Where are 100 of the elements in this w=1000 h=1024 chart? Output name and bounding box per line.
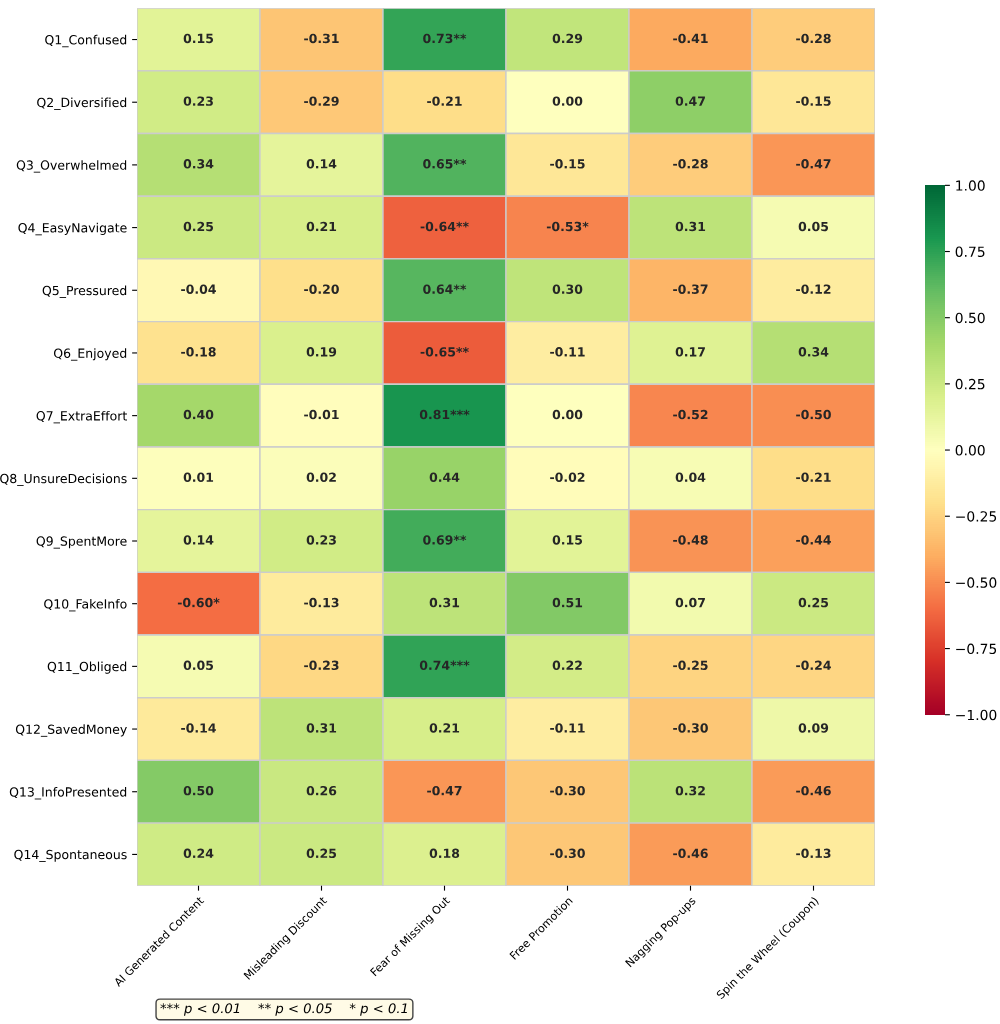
y-tick-label: Q6_Enjoyed — [53, 348, 127, 361]
y-tick-label: Q11_Obliged — [47, 661, 127, 675]
data-label: -0.30 — [550, 848, 585, 859]
y-tick-label: Q7_ExtraEffort — [36, 410, 127, 424]
data-label: 0.14 — [183, 535, 214, 545]
data-label: 0.09 — [798, 723, 829, 733]
data-label: -0.12 — [796, 284, 831, 294]
data-label: 0.81*** — [419, 409, 470, 420]
y-tick-label: Q2_Diversified — [37, 97, 127, 110]
data-label: 0.25 — [183, 221, 214, 232]
data-label: 0.07 — [675, 597, 705, 608]
data-label: 0.69** — [423, 535, 467, 545]
data-label: 0.32 — [675, 785, 705, 796]
data-label: -0.53* — [546, 221, 589, 232]
data-label: -0.25 — [673, 660, 708, 670]
data-label: 0.22 — [552, 660, 582, 670]
data-label: 0.23 — [183, 96, 213, 106]
data-label: 0.24 — [183, 848, 214, 859]
data-label: 0.00 — [552, 96, 583, 106]
y-tick-label: Q3_Overwhelmed — [16, 160, 127, 173]
data-label: 0.31 — [306, 723, 337, 733]
data-label: 0.34 — [798, 347, 829, 357]
data-label: 0.25 — [798, 597, 829, 608]
color-bar-label: 0.00 — [955, 445, 985, 456]
color-bar-label: 0.75 — [955, 246, 985, 257]
data-label: -0.31 — [304, 33, 339, 44]
data-label: 0.51 — [552, 597, 583, 608]
color-bar-label: 0.25 — [955, 378, 985, 390]
data-label: 0.21 — [429, 723, 460, 733]
data-label: -0.11 — [550, 347, 585, 357]
data-label: -0.01 — [304, 409, 339, 420]
data-label: -0.21 — [427, 96, 462, 106]
data-label: -0.30 — [673, 723, 708, 733]
data-label: -0.15 — [550, 159, 585, 169]
data-label: 0.40 — [183, 409, 214, 420]
data-label: 0.15 — [183, 33, 214, 44]
y-tick-label: Q14_Spontaneous — [14, 849, 127, 862]
data-label: 0.31 — [429, 597, 460, 608]
data-label: -0.50 — [796, 409, 831, 420]
y-tick-label: Q13_InfoPresented — [9, 786, 127, 800]
data-label: -0.18 — [181, 347, 216, 357]
data-label: -0.47 — [427, 785, 462, 796]
data-label: -0.52 — [673, 409, 708, 420]
data-label: 0.05 — [183, 660, 214, 670]
data-label: -0.13 — [304, 597, 339, 608]
y-tick-label: Q8_UnsureDecisions — [0, 473, 127, 487]
data-label: -0.64** — [420, 221, 469, 232]
y-tick-label: Q1_Confused — [45, 34, 127, 48]
data-label: -0.41 — [673, 33, 708, 44]
data-label: 0.17 — [675, 347, 705, 357]
data-label: 0.01 — [183, 472, 214, 482]
data-label: 0.34 — [183, 159, 214, 169]
data-label: -0.02 — [550, 472, 585, 482]
data-label: 0.15 — [552, 535, 583, 545]
data-label: 0.02 — [306, 472, 336, 482]
data-label: -0.46 — [796, 785, 831, 796]
y-tick-label: Q12_SavedMoney — [15, 724, 127, 737]
data-label: -0.37 — [673, 284, 708, 294]
data-label: 0.73** — [423, 33, 467, 44]
y-tick-label: Q10_FakeInfo — [44, 598, 127, 612]
data-label: 0.18 — [429, 848, 460, 859]
text: *** p < 0.01 ** p < 0.05 * p < 0.1 — [160, 1003, 407, 1016]
data-label: -0.47 — [796, 159, 831, 169]
y-tick-label: Q5_Pressured — [42, 285, 127, 298]
data-label: 0.44 — [429, 472, 460, 482]
data-label: -0.29 — [304, 96, 339, 106]
y-tick-label: Q4_EasyNavigate — [18, 222, 127, 236]
color-bar-label: −0.75 — [956, 643, 997, 655]
data-label: 0.30 — [552, 284, 583, 294]
color-bar-label: −0.50 — [956, 577, 997, 588]
color-bar-label: 1.00 — [956, 180, 985, 191]
color-bar-label: −0.25 — [956, 511, 997, 522]
data-label: 0.50 — [183, 785, 214, 796]
data-label: -0.46 — [673, 848, 708, 859]
data-label: 0.19 — [306, 347, 337, 357]
data-label: -0.13 — [796, 848, 831, 859]
data-label: -0.14 — [181, 723, 216, 733]
y-tick-label: Q9_SpentMore — [36, 536, 127, 549]
color-bar-label: −1.00 — [956, 709, 997, 721]
data-label: -0.15 — [796, 96, 831, 106]
data-label: 0.25 — [306, 848, 337, 859]
data-label: -0.20 — [304, 284, 339, 294]
data-label: 0.29 — [552, 33, 583, 44]
data-label: 0.05 — [798, 221, 829, 232]
data-label: 0.00 — [552, 409, 583, 420]
data-label: -0.60* — [177, 597, 220, 608]
data-label: 0.26 — [306, 785, 337, 796]
data-label: -0.21 — [796, 472, 831, 482]
data-label: -0.44 — [796, 535, 831, 545]
data-label: 0.21 — [306, 221, 337, 232]
data-label: -0.11 — [550, 723, 585, 733]
data-label: 0.64** — [423, 284, 467, 294]
data-label: -0.04 — [181, 284, 216, 294]
color-bar-label: 0.50 — [955, 312, 985, 324]
data-label: -0.48 — [673, 535, 708, 545]
data-label: 0.23 — [306, 535, 336, 545]
data-label: -0.24 — [796, 660, 831, 670]
data-label: 0.47 — [675, 96, 705, 106]
data-label: 0.31 — [675, 221, 706, 232]
data-label: 0.74*** — [419, 660, 470, 670]
